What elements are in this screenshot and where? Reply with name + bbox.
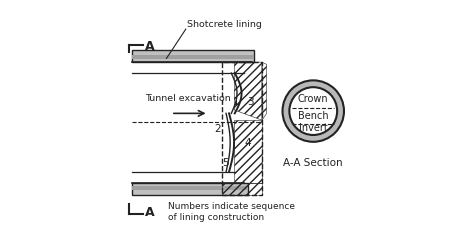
Circle shape xyxy=(289,87,337,135)
Text: 2: 2 xyxy=(214,124,221,134)
Bar xyxy=(222,62,262,195)
Text: Bench: Bench xyxy=(298,111,328,121)
Text: A: A xyxy=(145,40,155,53)
Text: Shotcrete lining: Shotcrete lining xyxy=(187,20,262,29)
Text: Tunnel excavation: Tunnel excavation xyxy=(145,94,230,103)
Polygon shape xyxy=(132,62,266,183)
Text: 1: 1 xyxy=(233,97,240,107)
Polygon shape xyxy=(132,50,255,62)
Text: A-A Section: A-A Section xyxy=(283,158,343,168)
Text: A: A xyxy=(145,206,155,219)
Text: Crown: Crown xyxy=(298,94,328,104)
Text: 4: 4 xyxy=(245,138,251,148)
Text: Invert: Invert xyxy=(299,123,328,133)
Text: 5: 5 xyxy=(222,158,229,169)
Text: Numbers indicate sequence
of lining construction: Numbers indicate sequence of lining cons… xyxy=(168,202,294,221)
Polygon shape xyxy=(132,55,255,59)
Circle shape xyxy=(283,80,344,142)
Polygon shape xyxy=(132,186,248,190)
Polygon shape xyxy=(132,183,248,195)
Text: 3: 3 xyxy=(247,97,254,107)
